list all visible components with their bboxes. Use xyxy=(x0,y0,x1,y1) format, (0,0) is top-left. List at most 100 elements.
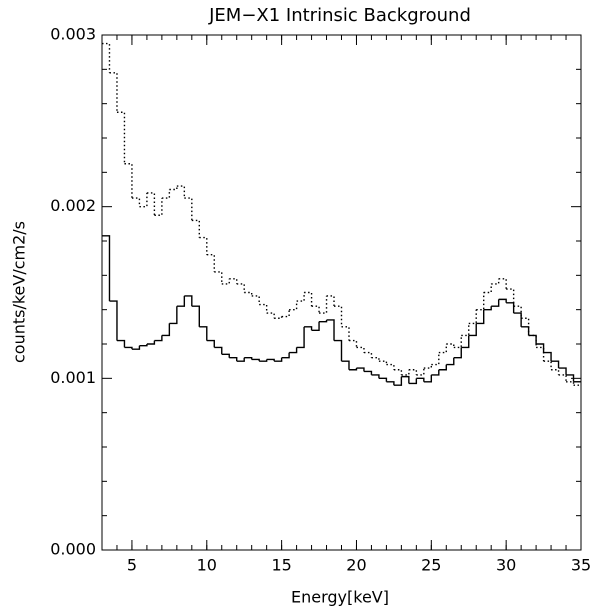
step-segment xyxy=(528,334,537,344)
step-segment xyxy=(191,305,200,327)
step-segment xyxy=(311,321,320,331)
step-segment xyxy=(199,326,208,341)
step-segment xyxy=(528,334,537,348)
step-segment xyxy=(296,292,305,302)
step-segment xyxy=(326,319,335,341)
step-segment xyxy=(521,326,530,336)
step-segment xyxy=(334,339,343,362)
step-segment xyxy=(244,291,253,296)
step-segment xyxy=(124,346,133,350)
step-segment xyxy=(221,278,230,285)
step-segment xyxy=(408,369,418,375)
step-segment xyxy=(176,185,186,199)
step-segment xyxy=(341,326,350,341)
step-segment xyxy=(184,295,193,307)
step-segment xyxy=(491,278,500,285)
step-segment xyxy=(401,369,410,376)
step-segment xyxy=(191,219,200,238)
step-segment xyxy=(393,369,403,375)
step-segment xyxy=(483,283,492,294)
step-segment xyxy=(348,339,358,348)
step-segment xyxy=(476,309,485,325)
step-segment xyxy=(438,344,447,354)
step-segment xyxy=(551,360,560,369)
step-segment xyxy=(461,323,470,337)
step-segment xyxy=(214,346,223,355)
step-segment xyxy=(319,319,328,323)
step-segment xyxy=(326,295,335,307)
step-segment xyxy=(536,346,545,362)
step-segment xyxy=(491,299,500,307)
y-tick-label: 0.003 xyxy=(50,25,96,44)
x-axis-label: Energy[keV] xyxy=(291,588,389,607)
step-segment xyxy=(378,360,388,365)
step-segment xyxy=(498,278,507,290)
step-segment xyxy=(416,377,425,382)
step-segment xyxy=(319,295,328,314)
step-segment xyxy=(483,306,492,311)
step-segment xyxy=(206,339,215,348)
step-segment xyxy=(468,323,477,337)
step-segment xyxy=(551,369,560,375)
step-segment xyxy=(371,357,380,362)
step-segment xyxy=(438,364,447,371)
step-segment xyxy=(506,302,515,314)
step-segment xyxy=(259,359,268,362)
step-segment xyxy=(356,367,365,372)
step-segment xyxy=(146,340,156,345)
step-segment xyxy=(199,236,208,255)
step-segment xyxy=(109,72,118,113)
step-segment xyxy=(131,345,141,350)
x-tick-label: 5 xyxy=(127,556,137,575)
step-segment xyxy=(274,357,283,362)
step-segment xyxy=(506,288,515,307)
step-segment xyxy=(102,42,111,73)
step-segment xyxy=(221,353,230,358)
x-tick-label: 35 xyxy=(571,556,591,575)
step-segment xyxy=(386,363,395,370)
step-segment xyxy=(558,367,567,375)
y-tick-label: 0.002 xyxy=(50,196,96,215)
step-segment xyxy=(124,163,133,199)
step-segment xyxy=(356,346,365,353)
step-segment xyxy=(341,360,350,370)
step-segment xyxy=(289,347,298,354)
x-tick-label: 15 xyxy=(271,556,291,575)
step-segment xyxy=(513,305,522,319)
step-segment xyxy=(236,283,245,293)
step-segment xyxy=(251,358,260,362)
y-tick-label: 0.001 xyxy=(50,368,96,387)
step-segment xyxy=(401,375,410,384)
step-segment xyxy=(431,369,440,376)
step-segment xyxy=(229,278,238,284)
step-segment xyxy=(146,192,156,216)
step-segment xyxy=(169,186,178,191)
step-segment xyxy=(393,376,403,386)
step-segment xyxy=(334,305,343,327)
x-tick-label: 30 xyxy=(496,556,516,575)
step-segment xyxy=(513,312,522,327)
plot-frame xyxy=(101,34,582,551)
step-segment xyxy=(363,351,373,358)
step-segment xyxy=(536,343,545,353)
step-segment xyxy=(206,254,215,272)
step-segment xyxy=(461,335,470,349)
step-segment xyxy=(304,291,313,307)
step-segment xyxy=(446,357,455,366)
step-segment xyxy=(184,197,193,221)
step-segment xyxy=(348,368,358,371)
step-segment xyxy=(566,381,575,386)
step-segment xyxy=(408,378,418,385)
step-segment xyxy=(386,381,395,386)
step-segment xyxy=(543,360,552,370)
step-segment xyxy=(154,335,163,342)
step-segment xyxy=(244,357,253,360)
step-segment xyxy=(476,292,485,311)
step-segment xyxy=(566,374,575,382)
step-segment xyxy=(296,326,305,349)
step-segment xyxy=(109,300,118,341)
x-tick-label: 25 xyxy=(421,556,441,575)
step-segment xyxy=(176,295,186,307)
step-segment xyxy=(161,189,171,199)
